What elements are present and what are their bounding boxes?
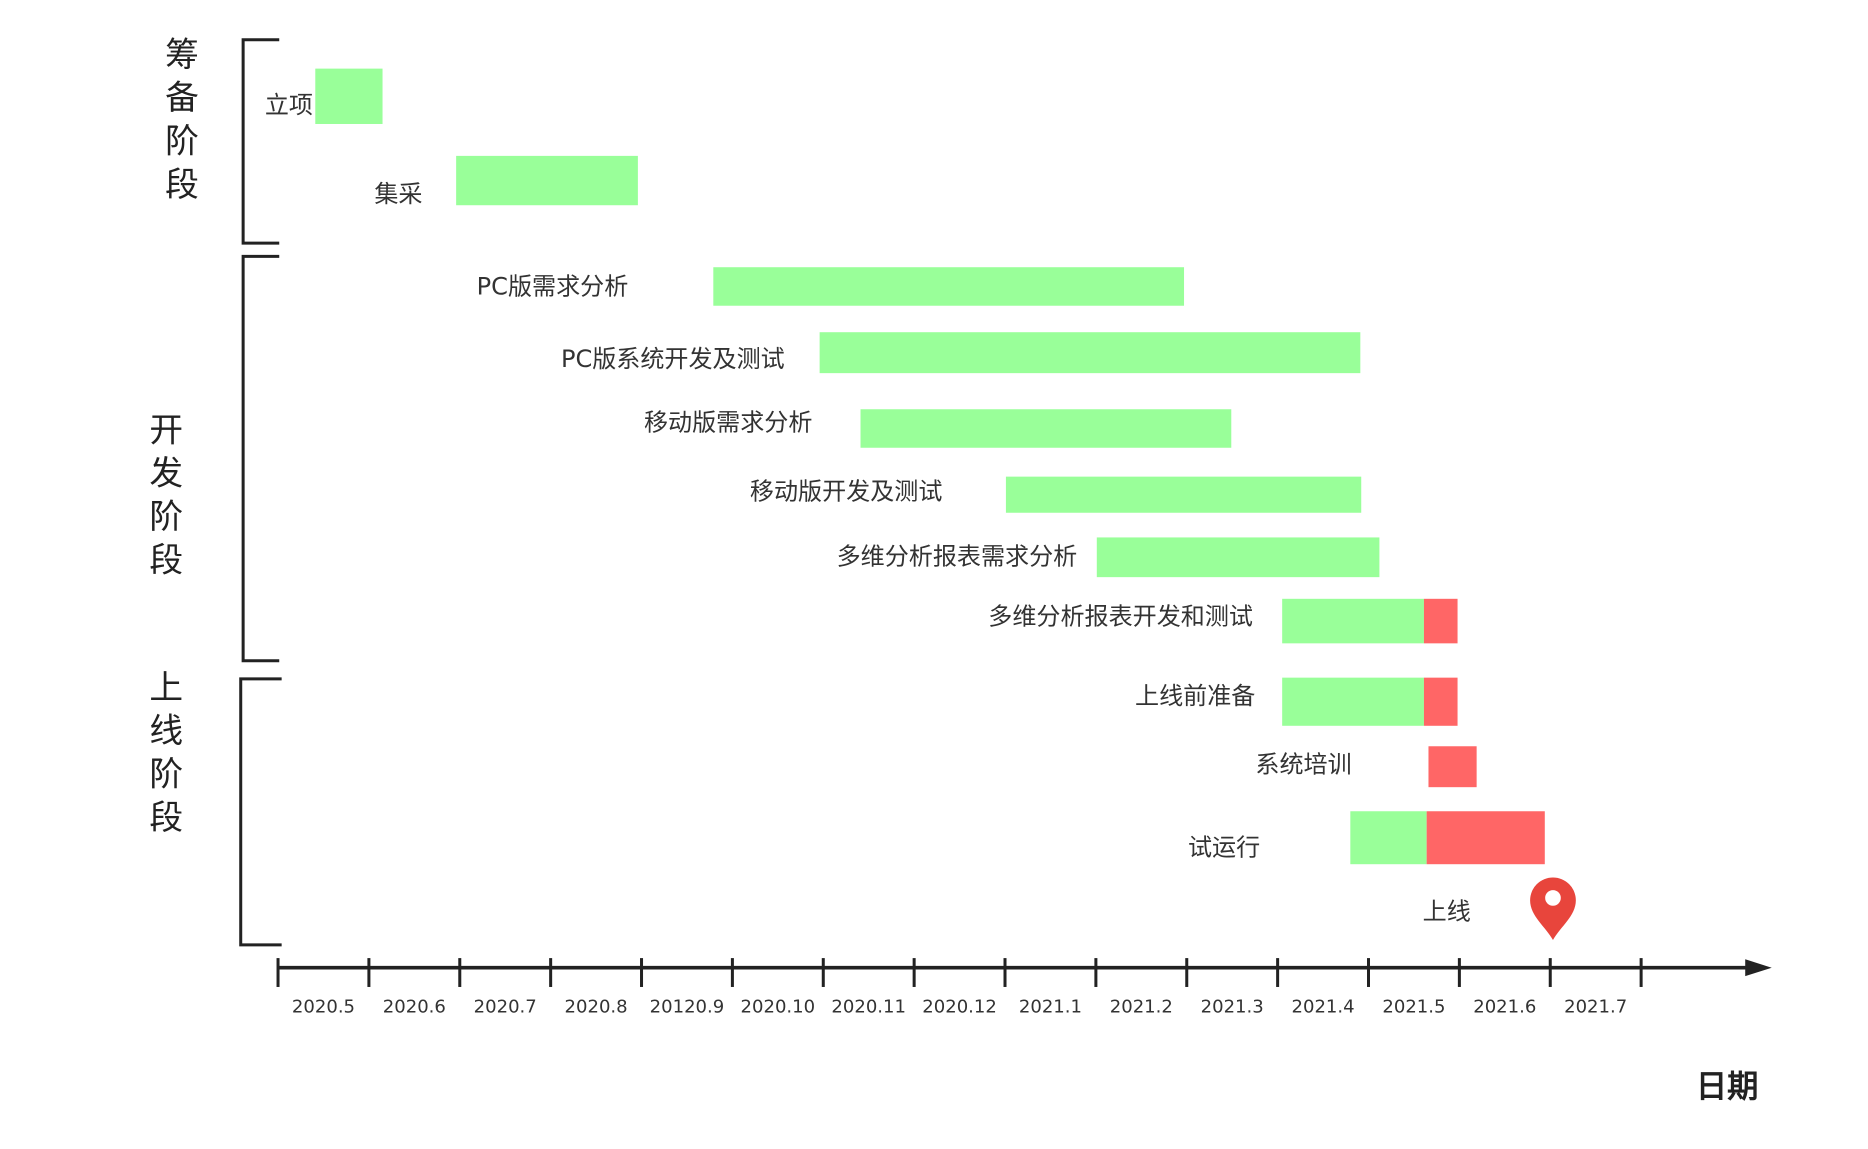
x-tick-label: 2021.3 <box>1201 996 1264 1017</box>
task-bar <box>1005 476 1362 513</box>
group-label: 上线阶段 <box>144 669 183 842</box>
task-label: 多维分析报表开发和测试 <box>988 602 1253 630</box>
task-bar <box>1423 677 1458 726</box>
x-tick-label: 2020.12 <box>922 996 997 1017</box>
x-tick-label: 2021.6 <box>1473 996 1536 1017</box>
task-bar <box>456 155 638 206</box>
group-label: 筹备阶段 <box>159 36 198 210</box>
task-bar <box>713 267 1185 306</box>
task-bar <box>1428 746 1477 788</box>
task-label: 上线 <box>1423 897 1471 925</box>
task-bar <box>1426 811 1545 865</box>
task-label: 系统培训 <box>1255 751 1351 779</box>
task-label: 立项 <box>265 91 313 119</box>
task-label: 移动版需求分析 <box>644 409 812 437</box>
task-label: 多维分析报表需求分析 <box>837 542 1078 570</box>
x-tick-label: 20120.9 <box>650 996 725 1017</box>
bracket <box>239 677 282 947</box>
task-label: PC版系统开发及测试 <box>561 345 785 373</box>
x-tick-label: 2021.1 <box>1019 996 1082 1017</box>
x-tick-label: 2020.5 <box>292 996 355 1017</box>
task-bar <box>1096 537 1380 578</box>
x-axis-label: 日期 <box>1696 1069 1759 1105</box>
task-bar <box>1282 598 1424 644</box>
group-label: 开发阶段 <box>144 412 183 585</box>
x-tick-label: 2020.11 <box>831 996 906 1017</box>
task-bar <box>1282 677 1424 726</box>
milestone-dot <box>1545 890 1561 906</box>
group-brackets <box>239 38 282 947</box>
task-label: 移动版开发及测试 <box>750 477 942 505</box>
task-bar <box>315 68 383 124</box>
x-tick-label: 2021.5 <box>1382 996 1445 1017</box>
x-tick-label: 2020.7 <box>474 996 537 1017</box>
task-label: 集采 <box>374 180 422 208</box>
x-tick-label: 2020.8 <box>565 996 628 1017</box>
x-tick-label: 2020.6 <box>383 996 446 1017</box>
axis-arrow <box>1745 959 1772 977</box>
x-tick-label: 2021.2 <box>1110 996 1173 1017</box>
x-tick-label: 2021.4 <box>1291 996 1354 1017</box>
bracket <box>241 254 280 663</box>
x-tick-label: 2021.7 <box>1564 996 1627 1017</box>
milestone-pin <box>1530 877 1576 941</box>
task-label: 上线前准备 <box>1135 682 1255 710</box>
task-bar <box>1350 811 1427 865</box>
task-bar <box>860 409 1232 448</box>
task-bar <box>819 332 1361 374</box>
bracket <box>241 38 280 245</box>
task-bar <box>1423 598 1458 644</box>
x-tick-label: 2020.10 <box>741 996 816 1017</box>
task-label: 试运行 <box>1188 834 1260 862</box>
task-label: PC版需求分析 <box>477 273 629 301</box>
